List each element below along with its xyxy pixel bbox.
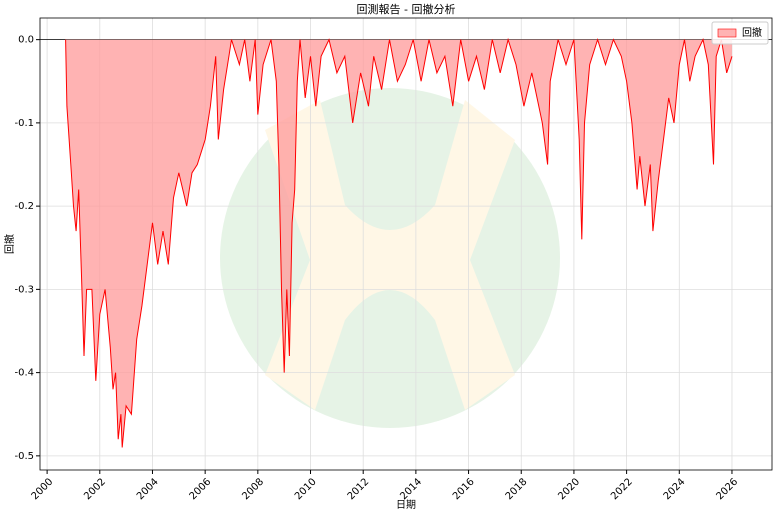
plot xyxy=(40,37,772,448)
legend-label: 回撤 xyxy=(742,26,762,39)
y-tick-label: -0.3 xyxy=(14,284,34,295)
x-tick-label: 2002 xyxy=(82,476,108,502)
x-tick-label: 2012 xyxy=(346,476,372,502)
y-tick-label: -0.1 xyxy=(14,118,34,129)
area-fill xyxy=(65,39,733,448)
y-tick-label: 0.0 xyxy=(18,35,34,46)
x-tick-label: 2014 xyxy=(398,476,424,502)
legend-swatch xyxy=(717,28,737,38)
watermark-x xyxy=(265,100,515,410)
plot-frame xyxy=(39,17,773,471)
x-tick-label: 2010 xyxy=(293,476,319,502)
legend-box xyxy=(711,21,769,45)
watermark xyxy=(220,88,560,428)
y-tick-label: -0.5 xyxy=(14,451,34,462)
x-tick-label: 2026 xyxy=(714,476,740,502)
line xyxy=(65,37,733,448)
x-tick-label: 2020 xyxy=(556,476,582,502)
chart-title: 回測報告 - 回撤分析 xyxy=(357,2,456,16)
x-tick-label: 2004 xyxy=(135,476,161,502)
x-tick-label: 2024 xyxy=(662,476,688,502)
y-tick-label: -0.2 xyxy=(14,201,34,212)
x-tick-label: 2008 xyxy=(240,476,266,502)
y-axis-label: 回撤 xyxy=(3,234,16,254)
x-tick-label: 2022 xyxy=(609,476,635,502)
x-tick-label: 2000 xyxy=(30,476,56,502)
x-axis-label: 日期 xyxy=(396,499,416,511)
x-tick-label: 2006 xyxy=(188,476,214,502)
x-tick-label: 2018 xyxy=(504,476,530,502)
y-tick-label: -0.4 xyxy=(14,368,34,379)
x-tick-label: 2016 xyxy=(451,476,477,502)
